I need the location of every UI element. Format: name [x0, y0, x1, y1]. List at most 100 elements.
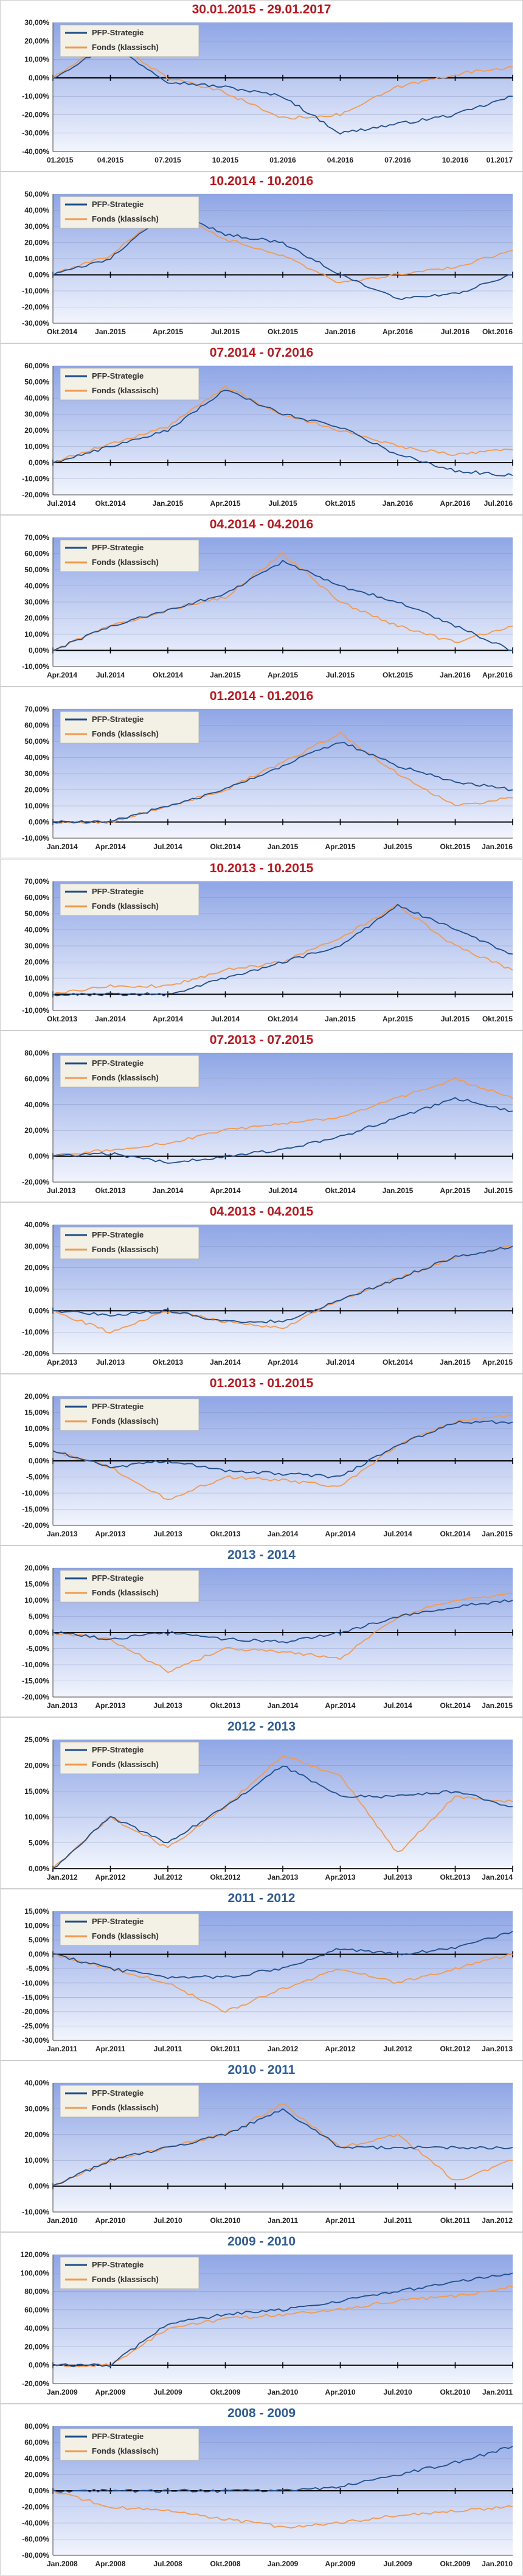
legend-box: [60, 368, 199, 401]
series-line-pfp-strategie: [52, 742, 513, 824]
x-tick-label: Jul.2015: [268, 499, 297, 508]
legend: PFP-Strategie Fonds (klassisch): [60, 2256, 199, 2289]
y-tick-label: 30,00%: [24, 769, 49, 778]
y-tick-label: 20,00%: [24, 2471, 49, 2479]
legend-box: [60, 2428, 199, 2461]
y-tick-label: 40,00%: [24, 754, 49, 762]
series-line-fonds-klassisch: [52, 2103, 513, 2186]
legend: PFP-Strategie Fonds (klassisch): [60, 1741, 199, 1774]
y-tick-label: -20,00%: [22, 2379, 49, 2388]
x-tick-label: Okt.2014: [47, 327, 77, 336]
y-tick-label: 0,00%: [29, 1864, 49, 1873]
x-tick-label: 01.2016: [269, 156, 296, 164]
y-tick-label: -15,00%: [22, 1993, 49, 2001]
y-tick-label: -30,00%: [22, 2036, 49, 2045]
y-tick-label: 20,00%: [24, 2130, 49, 2139]
y-tick-label: -15,00%: [22, 1505, 49, 1514]
x-tick-label: Jan.2009: [268, 2560, 299, 2568]
y-tick-label: 15,00%: [24, 1907, 49, 1916]
legend-label: PFP-Strategie: [92, 1230, 144, 1239]
x-tick-label: Jul.2012: [383, 2045, 412, 2053]
x-tick-label: Okt.2014: [210, 842, 240, 851]
x-tick-label: Jan.2015: [440, 1358, 471, 1367]
x-tick-label: Apr.2015: [210, 499, 240, 508]
legend: PFP-Strategie Fonds (klassisch): [60, 711, 199, 744]
legend-label: PFP-Strategie: [92, 2088, 144, 2098]
y-tick-label: 50,00%: [24, 909, 49, 918]
legend-label: Fonds (klassisch): [92, 2103, 159, 2112]
y-tick-label: 60,00%: [24, 2306, 49, 2314]
series-line-fonds-klassisch: [52, 551, 513, 651]
x-tick-label: Jul.2013: [153, 1530, 182, 1538]
x-tick-label: Jan.2015: [268, 842, 299, 851]
legend-label: PFP-Strategie: [92, 371, 144, 380]
x-tick-label: Okt.2011: [440, 2216, 471, 2225]
y-tick-label: 10,00%: [24, 55, 49, 64]
legend-label: Fonds (klassisch): [92, 214, 159, 223]
x-tick-label: Okt.2016: [482, 327, 513, 336]
x-tick-label: Jul.2015: [383, 842, 412, 851]
x-tick-label: Apr.2014: [153, 1015, 183, 1023]
chart-svg: 25,00%20,00%15,00%10,00%5,00%0,00%Jan.20…: [24, 1735, 513, 1881]
x-tick-label: Jan.2010: [268, 2388, 299, 2396]
chart-title: 01.2014 - 01.2016: [209, 689, 314, 703]
legend-box: [60, 883, 199, 916]
legend-label: PFP-Strategie: [92, 1402, 144, 1411]
series-line-fonds-klassisch: [52, 1592, 513, 1673]
x-tick-label: Apr.2012: [95, 1873, 125, 1881]
y-tick-label: 0,00%: [29, 271, 49, 279]
x-tick-label: Jan.2014: [95, 1015, 126, 1023]
x-tick-label: 07.2016: [384, 156, 411, 164]
chart-panel: 2009 - 2010 120,00% 100,00% 80,00% 60,00% 40,…: [0, 2232, 523, 2404]
x-tick-label: Jan.2013: [482, 2045, 513, 2053]
legend-box: [60, 1055, 199, 1088]
series-line-pfp-strategie: [52, 1931, 513, 1979]
x-tick-label: Okt.2015: [325, 499, 355, 508]
chart-svg: 15,00% 10,00% 5,00% 0,00% -5,00% -10,00% -15,0…: [22, 1907, 513, 2053]
chart-title: 10.2013 - 10.2015: [209, 861, 314, 875]
series-line-pfp-strategie: [52, 2272, 513, 2368]
y-tick-label: 30,00%: [24, 598, 49, 606]
x-tick-label: Okt.2015: [440, 842, 470, 851]
chart-title: 2012 - 2013: [227, 1720, 296, 1734]
series-line-fonds-klassisch: [52, 1755, 513, 1869]
x-tick-label: Apr.2015: [440, 1186, 470, 1195]
chart-panel: 10.2013 - 10.2015 70,00% 60,00% 50,00% 40,00…: [0, 859, 523, 1031]
x-tick-label: Apr.2011: [325, 2216, 356, 2225]
y-tick-label: 15,00%: [24, 1409, 49, 1417]
x-tick-label: Okt.2009: [440, 2560, 470, 2568]
x-tick-label: Okt.2014: [383, 1358, 413, 1367]
y-tick-label: 70,00%: [24, 877, 49, 886]
y-tick-label: -15,00%: [22, 1677, 49, 1685]
chart-panel: 2012 - 2013 25,00% 20,00% 15,00% 10,00% 5,00%…: [0, 1717, 523, 1889]
x-tick-label: Jul.2013: [96, 1358, 125, 1367]
x-tick-label: Jul.2013: [153, 1701, 182, 1710]
y-tick-label: 30,00%: [24, 2104, 49, 2113]
x-tick-label: Jan.2016: [325, 327, 356, 336]
x-tick-label: Okt.2015: [482, 1015, 513, 1023]
y-tick-label: -20,00%: [22, 110, 49, 119]
y-tick-label: 10,00%: [24, 1922, 49, 1930]
y-tick-label: 0,00%: [29, 1457, 49, 1465]
series-line-pfp-strategie: [52, 390, 513, 477]
y-tick-label: -10,00%: [22, 1328, 49, 1337]
y-tick-label: 50,00%: [24, 565, 49, 574]
legend: PFP-Strategie Fonds (klassisch): [60, 1227, 199, 1259]
y-tick-label: -40,00%: [22, 2519, 49, 2527]
chart-panel: 07.2014 - 07.2016 60,00% 50,00% 40,00% 30,00…: [0, 343, 523, 515]
chart-panel: 2008 - 2009 80,00% 60,00% 40,00% 20,00% 0,00%…: [0, 2404, 523, 2575]
x-tick-label: Jul.2015: [326, 671, 355, 679]
y-tick-label: -20,00%: [22, 1178, 49, 1186]
series-line-pfp-strategie: [52, 559, 513, 651]
y-tick-label: 0,00%: [29, 1950, 49, 1959]
y-tick-label: 20,00%: [24, 958, 49, 967]
chart-title: 2009 - 2010: [227, 2235, 296, 2249]
legend-label: Fonds (klassisch): [92, 729, 159, 738]
x-tick-label: Apr.2010: [325, 2388, 355, 2396]
y-tick-label: 20,00%: [24, 2342, 49, 2351]
x-tick-label: Jan.2014: [153, 1186, 184, 1195]
y-tick-label: -10,00%: [22, 1661, 49, 1669]
legend-label: Fonds (klassisch): [92, 2275, 159, 2284]
y-tick-label: 20,00%: [24, 1392, 49, 1401]
legend: PFP-Strategie Fonds (klassisch): [60, 1398, 199, 1431]
